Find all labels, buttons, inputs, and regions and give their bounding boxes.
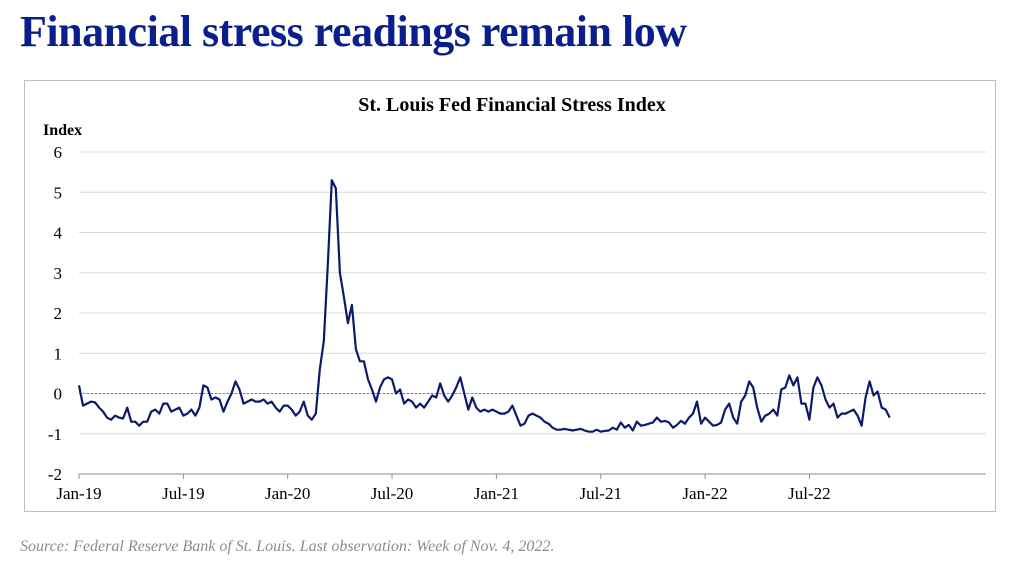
x-tick-label: Jan-20 xyxy=(265,484,310,503)
x-tick-label: Jul-21 xyxy=(579,484,622,503)
y-tick-label: 6 xyxy=(54,143,63,162)
y-axis-label: Index xyxy=(43,122,82,139)
y-tick-label: 0 xyxy=(54,385,63,404)
x-tick-label: Jul-22 xyxy=(788,484,831,503)
series-line-stress-index xyxy=(77,179,891,433)
y-tick-label: 3 xyxy=(54,264,63,283)
source-note: Source: Federal Reserve Bank of St. Loui… xyxy=(20,538,555,555)
y-tick-label: 1 xyxy=(54,344,63,363)
y-tick-labels: 6 5 4 3 2 1 0 -1 -2 xyxy=(48,143,63,484)
y-tick-label: 4 xyxy=(54,224,63,243)
x-tick-label: Jul-20 xyxy=(371,484,414,503)
x-tick-label: Jul-19 xyxy=(162,484,205,503)
y-tick-label: -2 xyxy=(48,465,62,484)
stress-index-chart: St. Louis Fed Financial Stress Index Ind… xyxy=(43,94,986,503)
x-tick-label: Jan-22 xyxy=(682,484,727,503)
chart-title: St. Louis Fed Financial Stress Index xyxy=(358,94,665,116)
slide-title: Financial stress readings remain low xyxy=(20,7,687,56)
y-tick-label: 5 xyxy=(54,183,63,202)
y-tick-label: -1 xyxy=(48,425,62,444)
y-tick-label: 2 xyxy=(54,304,63,323)
gridlines xyxy=(79,151,986,435)
chart-frame xyxy=(24,80,996,512)
x-tick-label: Jan-21 xyxy=(474,484,519,503)
x-tick-labels: Jan-19 Jul-19 Jan-20 Jul-20 Jan-21 Jul-21 Jan-… xyxy=(56,474,831,503)
x-tick-label: Jan-19 xyxy=(56,484,101,503)
